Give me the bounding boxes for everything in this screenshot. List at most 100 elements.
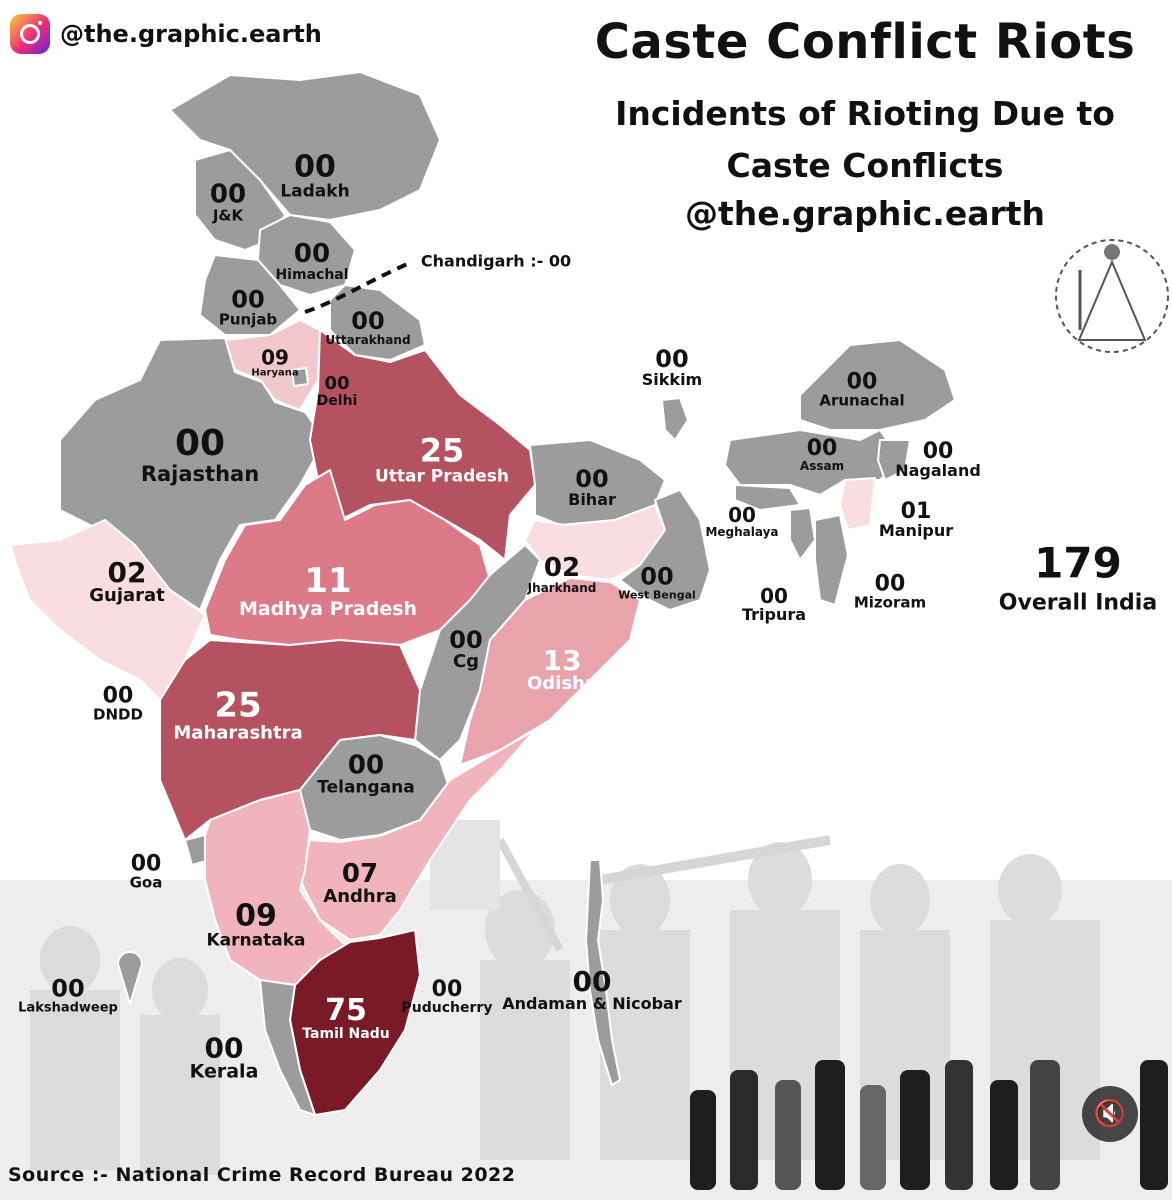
region-name: Bihar — [568, 490, 616, 510]
region-label-assam: 00 Assam — [800, 437, 844, 473]
region-name: Manipur — [878, 521, 954, 541]
region-name: Uttarakhand — [325, 333, 411, 348]
region-value: 00 — [728, 503, 756, 528]
region-value: 00 — [655, 345, 689, 374]
region-value: 25 — [214, 685, 262, 726]
region-label-ladakh: 00 Ladakh — [280, 151, 349, 200]
region-value: 00 — [324, 373, 350, 395]
region-label-kerala: 00 Kerala — [190, 1033, 259, 1082]
region-name: Gujarat — [89, 585, 165, 607]
region-value: 00 — [806, 436, 838, 462]
region-uttarakhand — [329, 284, 426, 361]
region-name: Haryana — [251, 367, 299, 379]
raised-fists — [690, 1060, 1168, 1190]
overall-label: Overall India — [998, 590, 1158, 616]
region-value: 00 — [231, 285, 265, 314]
region-name: Himachal — [275, 267, 349, 284]
region-value: 11 — [304, 561, 352, 602]
region-value: 25 — [419, 431, 465, 470]
region-name: Goa — [129, 873, 163, 892]
region-lakshadweep — [117, 951, 143, 1005]
region-label-punjab: 00 Punjab — [218, 285, 278, 329]
region-label-westbengal: 00 West Bengal — [618, 564, 696, 602]
region-name: Rajasthan — [140, 461, 260, 486]
region-delhi — [291, 367, 309, 387]
region-label-sikkim: 00 Sikkim — [642, 345, 702, 389]
region-value: 00 — [347, 750, 385, 781]
region-value: 02 — [107, 555, 147, 589]
region-name: Andhra — [323, 886, 397, 908]
region-label-himachal: 00 Himachal — [275, 239, 349, 284]
region-label-andhra: 07 Andhra — [323, 858, 397, 908]
region-name: Punjab — [218, 310, 278, 329]
region-value: 00 — [431, 977, 463, 1003]
caste-pyramid-icon — [1055, 239, 1169, 353]
subtitle-line-2: Caste Conflicts — [726, 146, 1004, 185]
region-label-arunachal: 00 Arunachal — [819, 369, 905, 410]
region-name: Andaman & Nicobar — [502, 994, 682, 1014]
region-tripura — [789, 507, 816, 561]
region-sikkim — [661, 397, 689, 441]
region-name: Meghalaya — [705, 525, 779, 540]
subtitle-handle: @the.graphic.earth — [684, 194, 1046, 233]
region-karnataka — [204, 789, 346, 986]
region-name: DNDD — [93, 705, 143, 724]
region-value: 09 — [261, 345, 289, 370]
region-label-odisha: 13 Odisha — [526, 645, 598, 695]
region-manipur — [839, 477, 876, 531]
region-kerala — [259, 979, 316, 1116]
region-name: Delhi — [316, 393, 358, 410]
region-label-uttarakhand: 00 Uttarakhand — [325, 308, 411, 348]
region-value: 02 — [543, 553, 581, 584]
region-name: Uttar Pradesh — [374, 465, 510, 486]
region-westbengal — [619, 489, 711, 611]
region-name: Ladakh — [280, 180, 350, 201]
region-haryana — [224, 319, 321, 411]
region-value: 07 — [341, 858, 379, 889]
region-value: 00 — [760, 584, 788, 609]
region-label-tamilnadu: 75 Tamil Nadu — [302, 995, 389, 1041]
region-label-jharkhand: 02 Jharkhand — [527, 553, 597, 596]
region-label-manipur: 01 Manipur — [879, 500, 953, 540]
region-value: 00 — [102, 683, 134, 709]
region-name: West Bengal — [618, 588, 696, 602]
region-name: Lakshadweep — [18, 1000, 118, 1016]
region-name: Mizoram — [853, 593, 927, 612]
region-value: 01 — [900, 499, 932, 525]
region-name: Karnataka — [206, 929, 306, 950]
region-label-lakshadweep: 00 Lakshadweep — [18, 974, 118, 1016]
region-label-maharashtra: 25 Maharashtra — [173, 685, 302, 744]
chandigarh-leader-line — [304, 260, 413, 314]
region-label-mp: 11 Madhya Pradesh — [239, 561, 417, 620]
region-meghalaya — [734, 484, 801, 511]
region-label-tripura: 00 Tripura — [742, 586, 806, 624]
region-label-mizoram: 00 Mizoram — [853, 572, 927, 612]
region-name: Jharkhand — [527, 581, 597, 596]
region-name: J&K — [212, 206, 244, 225]
region-value: 00 — [922, 439, 954, 465]
region-name: Nagaland — [895, 461, 981, 481]
region-label-bihar: 00 Bihar — [568, 465, 616, 510]
region-value: 00 — [293, 239, 331, 270]
region-label-goa: 00 Goa — [129, 852, 163, 892]
region-value: 75 — [325, 992, 367, 1028]
region-name: Kerala — [189, 1060, 259, 1083]
region-label-up: 25 Uttar Pradesh — [375, 434, 509, 485]
region-name: Odisha — [526, 673, 598, 695]
region-nagaland — [877, 439, 911, 481]
region-value: 00 — [575, 465, 609, 494]
region-name: Arunachal — [819, 391, 905, 410]
region-name: Puducherry — [401, 1000, 493, 1017]
region-value: 00 — [572, 964, 612, 998]
source-note: Source :- National Crime Record Bureau 2… — [8, 1164, 516, 1186]
page-subtitle: Incidents of Rioting Due to Caste Confli… — [560, 88, 1170, 192]
region-andhra — [299, 729, 536, 941]
region-value: 00 — [846, 369, 878, 395]
region-value: 09 — [235, 898, 277, 934]
region-label-telangana: 00 Telangana — [317, 752, 414, 797]
region-maharashtra — [159, 639, 421, 841]
mute-button[interactable]: 🔇 — [1082, 1086, 1138, 1142]
region-value: 00 — [51, 974, 85, 1003]
speaker-muted-icon: 🔇 — [1093, 1099, 1127, 1129]
overall-total: 179 Overall India — [998, 541, 1158, 616]
